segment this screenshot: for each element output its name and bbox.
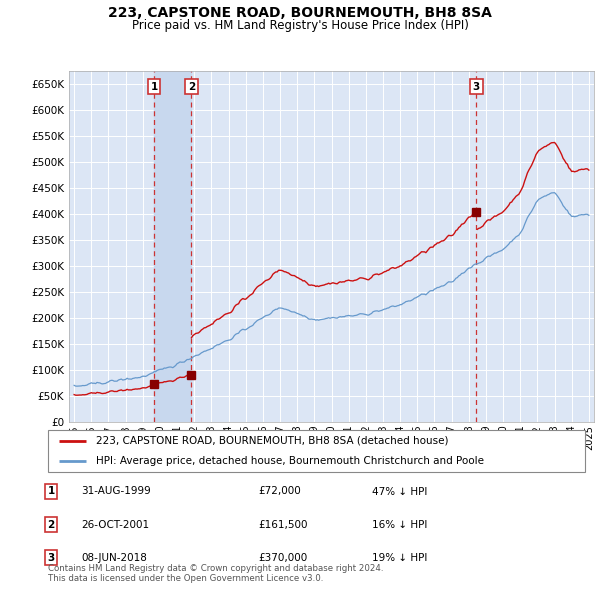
- Text: Price paid vs. HM Land Registry's House Price Index (HPI): Price paid vs. HM Land Registry's House …: [131, 19, 469, 32]
- Text: 08-JUN-2018: 08-JUN-2018: [81, 553, 147, 562]
- Text: 31-AUG-1999: 31-AUG-1999: [81, 487, 151, 496]
- Text: HPI: Average price, detached house, Bournemouth Christchurch and Poole: HPI: Average price, detached house, Bour…: [97, 455, 484, 466]
- Text: £161,500: £161,500: [258, 520, 308, 529]
- Text: 3: 3: [473, 81, 480, 91]
- Text: 1: 1: [47, 487, 55, 496]
- Text: £72,000: £72,000: [258, 487, 301, 496]
- Text: 223, CAPSTONE ROAD, BOURNEMOUTH, BH8 8SA (detached house): 223, CAPSTONE ROAD, BOURNEMOUTH, BH8 8SA…: [97, 436, 449, 446]
- Text: 1: 1: [151, 81, 158, 91]
- Text: Contains HM Land Registry data © Crown copyright and database right 2024.
This d: Contains HM Land Registry data © Crown c…: [48, 563, 383, 583]
- Text: 19% ↓ HPI: 19% ↓ HPI: [372, 553, 427, 562]
- Text: 223, CAPSTONE ROAD, BOURNEMOUTH, BH8 8SA: 223, CAPSTONE ROAD, BOURNEMOUTH, BH8 8SA: [108, 6, 492, 20]
- Bar: [154, 71, 191, 422]
- Text: 2: 2: [188, 81, 195, 91]
- Text: 3: 3: [47, 553, 55, 562]
- Text: 26-OCT-2001: 26-OCT-2001: [81, 520, 149, 529]
- FancyBboxPatch shape: [48, 430, 585, 472]
- Text: £370,000: £370,000: [258, 553, 307, 562]
- Text: 47% ↓ HPI: 47% ↓ HPI: [372, 487, 427, 496]
- Text: 2: 2: [47, 520, 55, 529]
- Text: 16% ↓ HPI: 16% ↓ HPI: [372, 520, 427, 529]
